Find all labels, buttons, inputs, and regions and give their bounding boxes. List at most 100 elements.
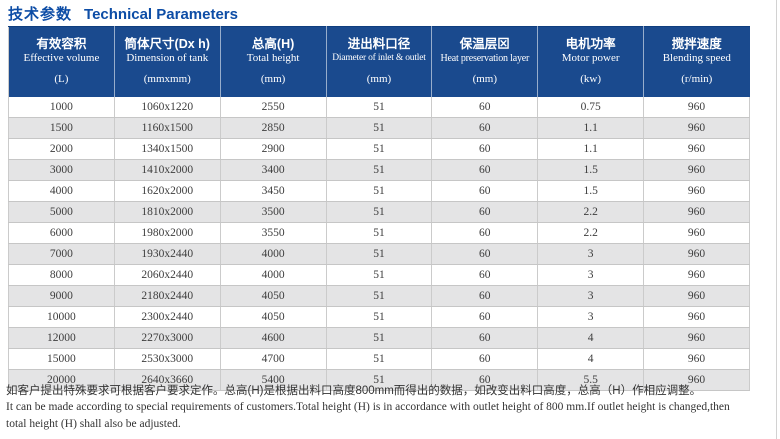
table-cell: 51 <box>326 138 433 160</box>
table-cell: 8000 <box>8 264 115 286</box>
table-cell: 1.5 <box>537 180 645 202</box>
header-label-zh: 搅拌速度 <box>671 37 722 51</box>
header-label-zh: 保温层⊠ <box>459 37 510 51</box>
table-cell: 4000 <box>220 264 327 286</box>
table-cell: 51 <box>326 264 433 286</box>
table-cell: 60 <box>431 138 539 160</box>
header-label-en: Diameter of inlet & outlet <box>332 53 426 63</box>
table-cell: 6000 <box>8 222 115 244</box>
table-cell: 51 <box>326 369 433 391</box>
technical-parameters-table: 有效容积 Effective volume (L) 筒体尺寸(Dx h) Dimensi… <box>8 26 750 391</box>
table-cell: 60 <box>431 327 539 349</box>
page-title-zh: 技术参数 <box>8 6 73 23</box>
table-cell: 960 <box>643 243 750 265</box>
footnote-en-line2: total height (H) shall also be adjusted. <box>6 418 181 430</box>
header-label-zh: 筒体尺寸(Dx h) <box>124 37 210 51</box>
header-unit: (mm) <box>472 73 498 85</box>
footnote: 如客户提出特殊要求可根据客户要求定作。总高(H)是根据出料口高度800mm而得出… <box>6 383 772 433</box>
table-cell: 60 <box>431 264 539 286</box>
table-cell: 60 <box>431 222 539 244</box>
table-row: 4000 1620x2000 3450 51 60 1.5 960 <box>8 180 750 202</box>
table-row: 10000 2300x2440 4050 51 60 3 960 <box>8 306 750 328</box>
header-label-zh: 电机功率 <box>565 37 616 51</box>
table-cell: 1500 <box>8 117 115 139</box>
table-cell: 51 <box>326 327 433 349</box>
table-cell: 4050 <box>220 306 327 328</box>
table-row: 8000 2060x2440 4000 51 60 3 960 <box>8 264 750 286</box>
table-cell: 1.1 <box>537 138 645 160</box>
table-cell: 2000 <box>8 138 115 160</box>
table-row: 1000 1060x1220 2550 51 60 0.75 960 <box>8 97 750 118</box>
table-cell: 4 <box>537 327 645 349</box>
table-cell: 1620x2000 <box>114 180 221 202</box>
table-cell: 60 <box>431 201 539 223</box>
table-row: 1500 1160x1500 2850 51 60 1.1 960 <box>8 117 750 139</box>
table-cell: 2180x2440 <box>114 285 221 307</box>
header-unit: (kw) <box>580 73 602 85</box>
table-row: 6000 1980x2000 3550 51 60 2.2 960 <box>8 222 750 244</box>
table-row: 5000 1810x2000 3500 51 60 2.2 960 <box>8 201 750 223</box>
table-cell: 960 <box>643 369 750 391</box>
table-cell: 2900 <box>220 138 327 160</box>
table-row: 3000 1410x2000 3400 51 60 1.5 960 <box>8 159 750 181</box>
table-cell: 960 <box>643 97 750 118</box>
table-cell: 2.2 <box>537 222 645 244</box>
table-cell: 1160x1500 <box>114 117 221 139</box>
header-label-zh: 进出料口径 <box>347 37 411 51</box>
page-title: 技术参数 Technical Parameters <box>8 3 238 24</box>
table-cell: 3 <box>537 264 645 286</box>
table-cell: 2060x2440 <box>114 264 221 286</box>
table-cell: 3 <box>537 243 645 265</box>
header-cell: 筒体尺寸(Dx h) Dimension of tank (mmxmm) <box>114 26 221 97</box>
table-cell: 0.75 <box>537 97 645 118</box>
table-cell: 960 <box>643 264 750 286</box>
header-unit: (L) <box>54 73 69 85</box>
header-cell: 进出料口径 Diameter of inlet & outlet (mm) <box>326 26 433 97</box>
table-cell: 51 <box>326 117 433 139</box>
table-cell: 960 <box>643 285 750 307</box>
header-unit: (r/min) <box>681 73 713 85</box>
table-cell: 7000 <box>8 243 115 265</box>
table-row: 15000 2530x3000 4700 51 60 4 960 <box>8 348 750 370</box>
header-label-en: Dimension of tank <box>126 52 209 64</box>
table-cell: 960 <box>643 348 750 370</box>
table-cell: 3450 <box>220 180 327 202</box>
table-cell: 2640x3660 <box>114 369 221 391</box>
table-cell: 3 <box>537 285 645 307</box>
header-cell: 有效容积 Effective volume (L) <box>8 26 115 97</box>
table-cell: 2300x2440 <box>114 306 221 328</box>
table-cell: 51 <box>326 306 433 328</box>
table-row: 12000 2270x3000 4600 51 60 4 960 <box>8 327 750 349</box>
table-cell: 1980x2000 <box>114 222 221 244</box>
table-cell: 51 <box>326 243 433 265</box>
header-unit: (mmxmm) <box>143 73 191 85</box>
table-cell: 3000 <box>8 159 115 181</box>
header-cell: 电机功率 Motor power (kw) <box>537 26 645 97</box>
page-edge-line <box>776 0 777 439</box>
table-cell: 960 <box>643 180 750 202</box>
table-cell: 3 <box>537 306 645 328</box>
table-cell: 960 <box>643 159 750 181</box>
table-cell: 1060x1220 <box>114 97 221 118</box>
table-cell: 1340x1500 <box>114 138 221 160</box>
table-cell: 1000 <box>8 97 115 118</box>
header-label-zh: 总高(H) <box>251 37 295 51</box>
table-cell: 60 <box>431 348 539 370</box>
table-cell: 20000 <box>8 369 115 391</box>
header-label-en: Heat preservation layer <box>440 53 530 64</box>
table-cell: 60 <box>431 180 539 202</box>
footnote-en-line1: It can be made according to special requ… <box>6 401 730 413</box>
table-cell: 1.1 <box>537 117 645 139</box>
table-cell: 4700 <box>220 348 327 370</box>
table-cell: 2.2 <box>537 201 645 223</box>
table-cell: 60 <box>431 243 539 265</box>
header-label-en: Motor power <box>561 52 620 64</box>
footnote-zh: 如客户提出特殊要求可根据客户要求定作。总高(H)是根据出料口高度800mm而得出… <box>6 385 702 397</box>
table-cell: 51 <box>326 201 433 223</box>
table-cell: 960 <box>643 201 750 223</box>
table-cell: 60 <box>431 306 539 328</box>
table-cell: 5.5 <box>537 369 645 391</box>
header-label-en: Total height <box>246 52 300 64</box>
table-cell: 51 <box>326 97 433 118</box>
